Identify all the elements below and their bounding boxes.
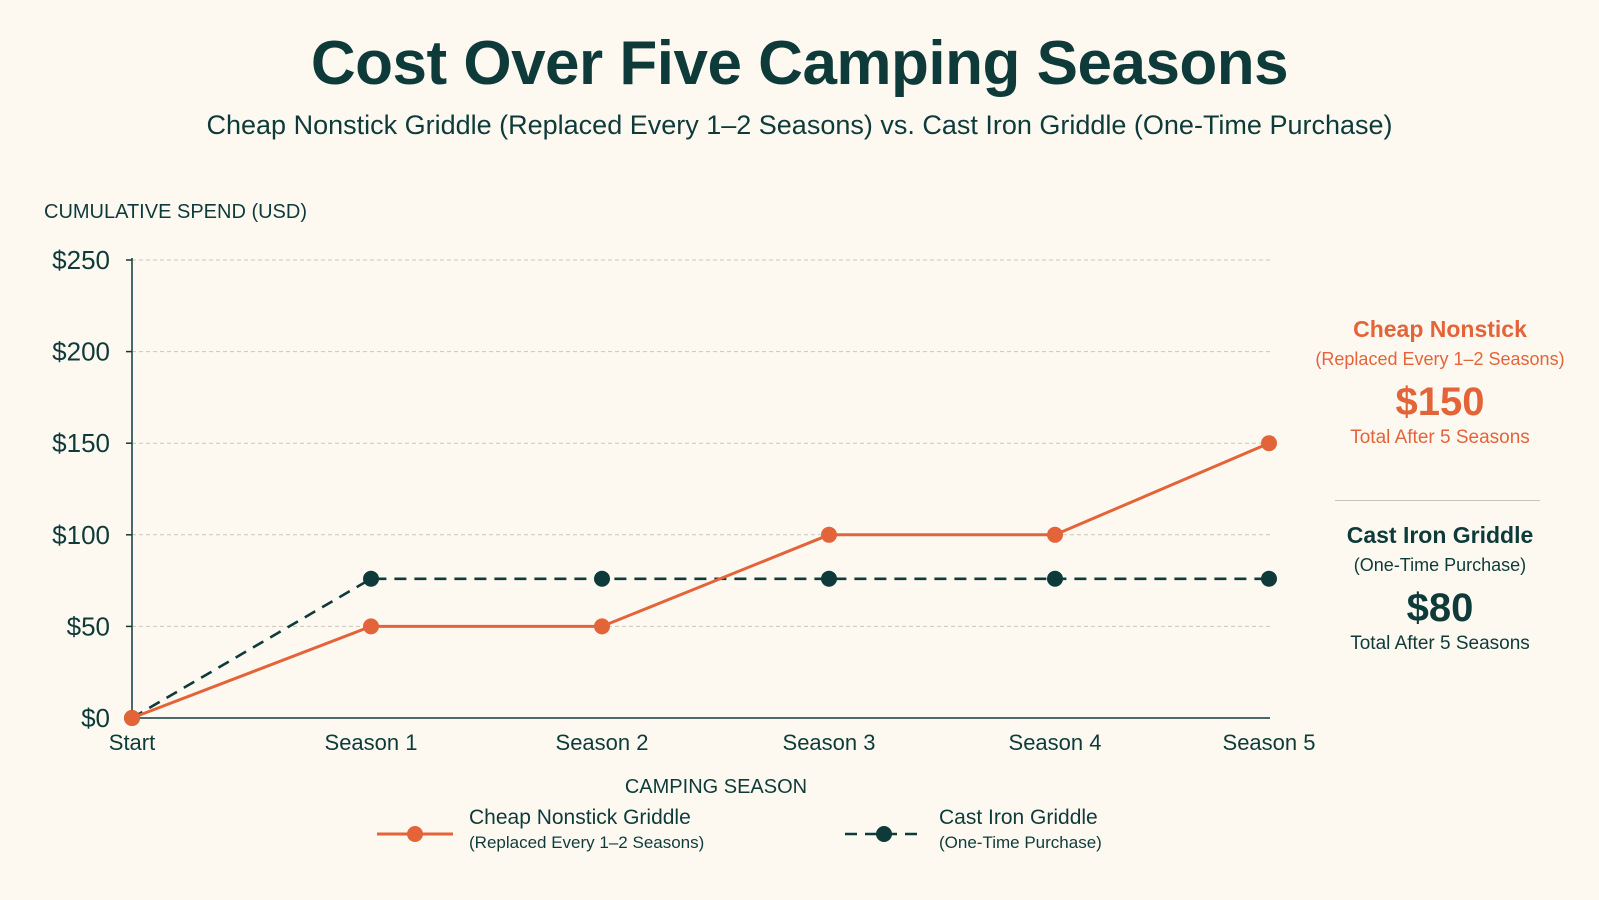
legend-item-cheap: Cheap Nonstick Griddle (Replaced Every 1… xyxy=(469,806,704,853)
grid-layer xyxy=(132,259,1270,627)
series-line-cheap xyxy=(131,441,1270,720)
series-layer xyxy=(124,435,1277,726)
x-tick-label: Season 1 xyxy=(325,730,418,755)
x-tick-label: Season 3 xyxy=(783,730,876,755)
summary-cheap-amount: $150 xyxy=(1395,380,1485,424)
summary-cheap-sub: (Replaced Every 1–2 Seasons) xyxy=(1315,349,1565,369)
summary-iron-name: Cast Iron Griddle xyxy=(1346,522,1534,548)
legend-swatch-iron-marker xyxy=(876,826,892,842)
summary-cheap-name: Cheap Nonstick xyxy=(1353,316,1527,342)
legend-iron-sub: (One-Time Purchase) xyxy=(939,833,1102,852)
data-point-iron xyxy=(363,570,379,587)
data-point-cheap xyxy=(1261,435,1277,452)
summary-divider xyxy=(1335,500,1540,501)
y-tick-label: $200 xyxy=(52,337,110,367)
x-tick-label: Start xyxy=(109,730,155,755)
summary-iron-note: Total After 5 Seasons xyxy=(1350,633,1530,654)
summary-cheap-note: Total After 5 Seasons xyxy=(1350,427,1530,448)
x-tick-label: Season 2 xyxy=(556,730,649,755)
summary-iron-amount: $80 xyxy=(1406,586,1474,630)
data-point-iron xyxy=(821,570,837,587)
legend-cheap-name: Cheap Nonstick Griddle xyxy=(469,806,691,829)
data-point-iron xyxy=(594,570,610,587)
data-point-iron xyxy=(1047,570,1063,587)
y-axis-label: CUMULATIVE SPEND (USD) xyxy=(44,201,307,223)
data-point-cheap xyxy=(124,710,140,726)
legend-swatch-cheap-marker xyxy=(407,826,423,842)
chart-title: Cost Over Five Camping Seasons xyxy=(310,29,1289,98)
y-tick-label: $50 xyxy=(67,611,110,641)
y-tick-label: $100 xyxy=(52,520,110,550)
legend-item-iron: Cast Iron Griddle (One-Time Purchase) xyxy=(939,806,1102,853)
data-point-cheap xyxy=(594,618,610,635)
x-axis-label: CAMPING SEASON xyxy=(625,776,807,798)
axis-layer: $0 $50 $100 $150 $200 $250 CUMULATIVE SPEND (U… xyxy=(44,201,1315,798)
x-tick-label: Season 5 xyxy=(1223,730,1316,755)
y-tick-label: $250 xyxy=(52,245,110,275)
summary-cheap: Cheap Nonstick (Replaced Every 1–2 Seaso… xyxy=(1300,316,1580,449)
y-tick-label: $0 xyxy=(81,703,110,733)
legend-layer xyxy=(377,826,925,842)
data-point-cheap xyxy=(363,618,379,635)
legend-cheap-sub: (Replaced Every 1–2 Seasons) xyxy=(469,833,705,852)
data-point-cheap xyxy=(1047,526,1063,543)
y-tick-label: $150 xyxy=(52,428,110,458)
series-line-iron xyxy=(131,577,1269,720)
chart-subtitle: Cheap Nonstick Griddle (Replaced Every 1… xyxy=(206,110,1393,140)
data-point-cheap xyxy=(821,526,837,543)
summary-iron-sub: (One-Time Purchase) xyxy=(1353,555,1527,575)
summary-iron: Cast Iron Griddle (One-Time Purchase) $8… xyxy=(1300,522,1580,655)
legend-iron-name: Cast Iron Griddle xyxy=(939,806,1098,829)
x-tick-label: Season 4 xyxy=(1009,730,1102,755)
data-point-iron xyxy=(1261,570,1277,587)
